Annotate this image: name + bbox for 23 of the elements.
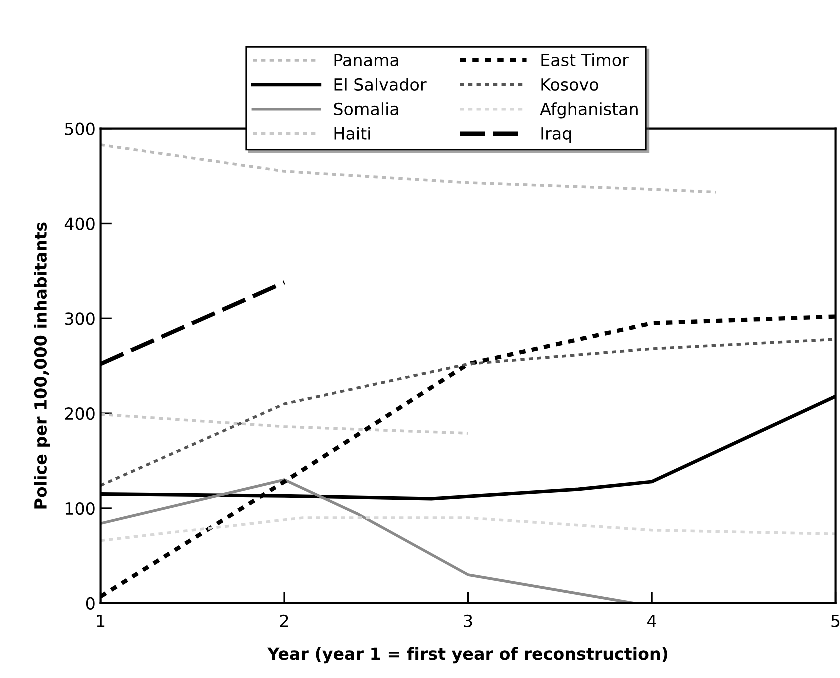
x-axis-title: Year (year 1 = first year of reconstruction) [267,647,668,664]
legend-label: Afghanistan [540,102,638,119]
y-tick-label: 0 [86,597,95,610]
x-tick-label: 5 [832,615,840,628]
x-tick-label: 2 [280,614,288,628]
y-tick-label: 300 [65,312,95,326]
y-tick-label: 400 [64,218,95,230]
x-tick-label: 4 [648,615,656,628]
y-tick-label: 100 [66,502,95,516]
legend-label: Iraq [542,128,572,144]
legend-label: East Timor [542,54,629,67]
line-series [100,144,718,194]
x-tick-label: 1 [97,615,105,628]
x-tick-label: 3 [464,614,472,628]
legend-label: Kosovo [542,78,598,92]
legend-label: Somalia [334,102,398,116]
legend-label: Haiti [334,127,370,140]
y-axis-title: Police per 100,000 inhabitants [34,222,50,509]
y-tick-label: 200 [65,408,95,420]
legend-label: Panama [334,54,398,67]
legend-label: El Salvador [334,78,427,92]
y-tick-label: 500 [65,122,95,136]
line-series [100,516,836,542]
